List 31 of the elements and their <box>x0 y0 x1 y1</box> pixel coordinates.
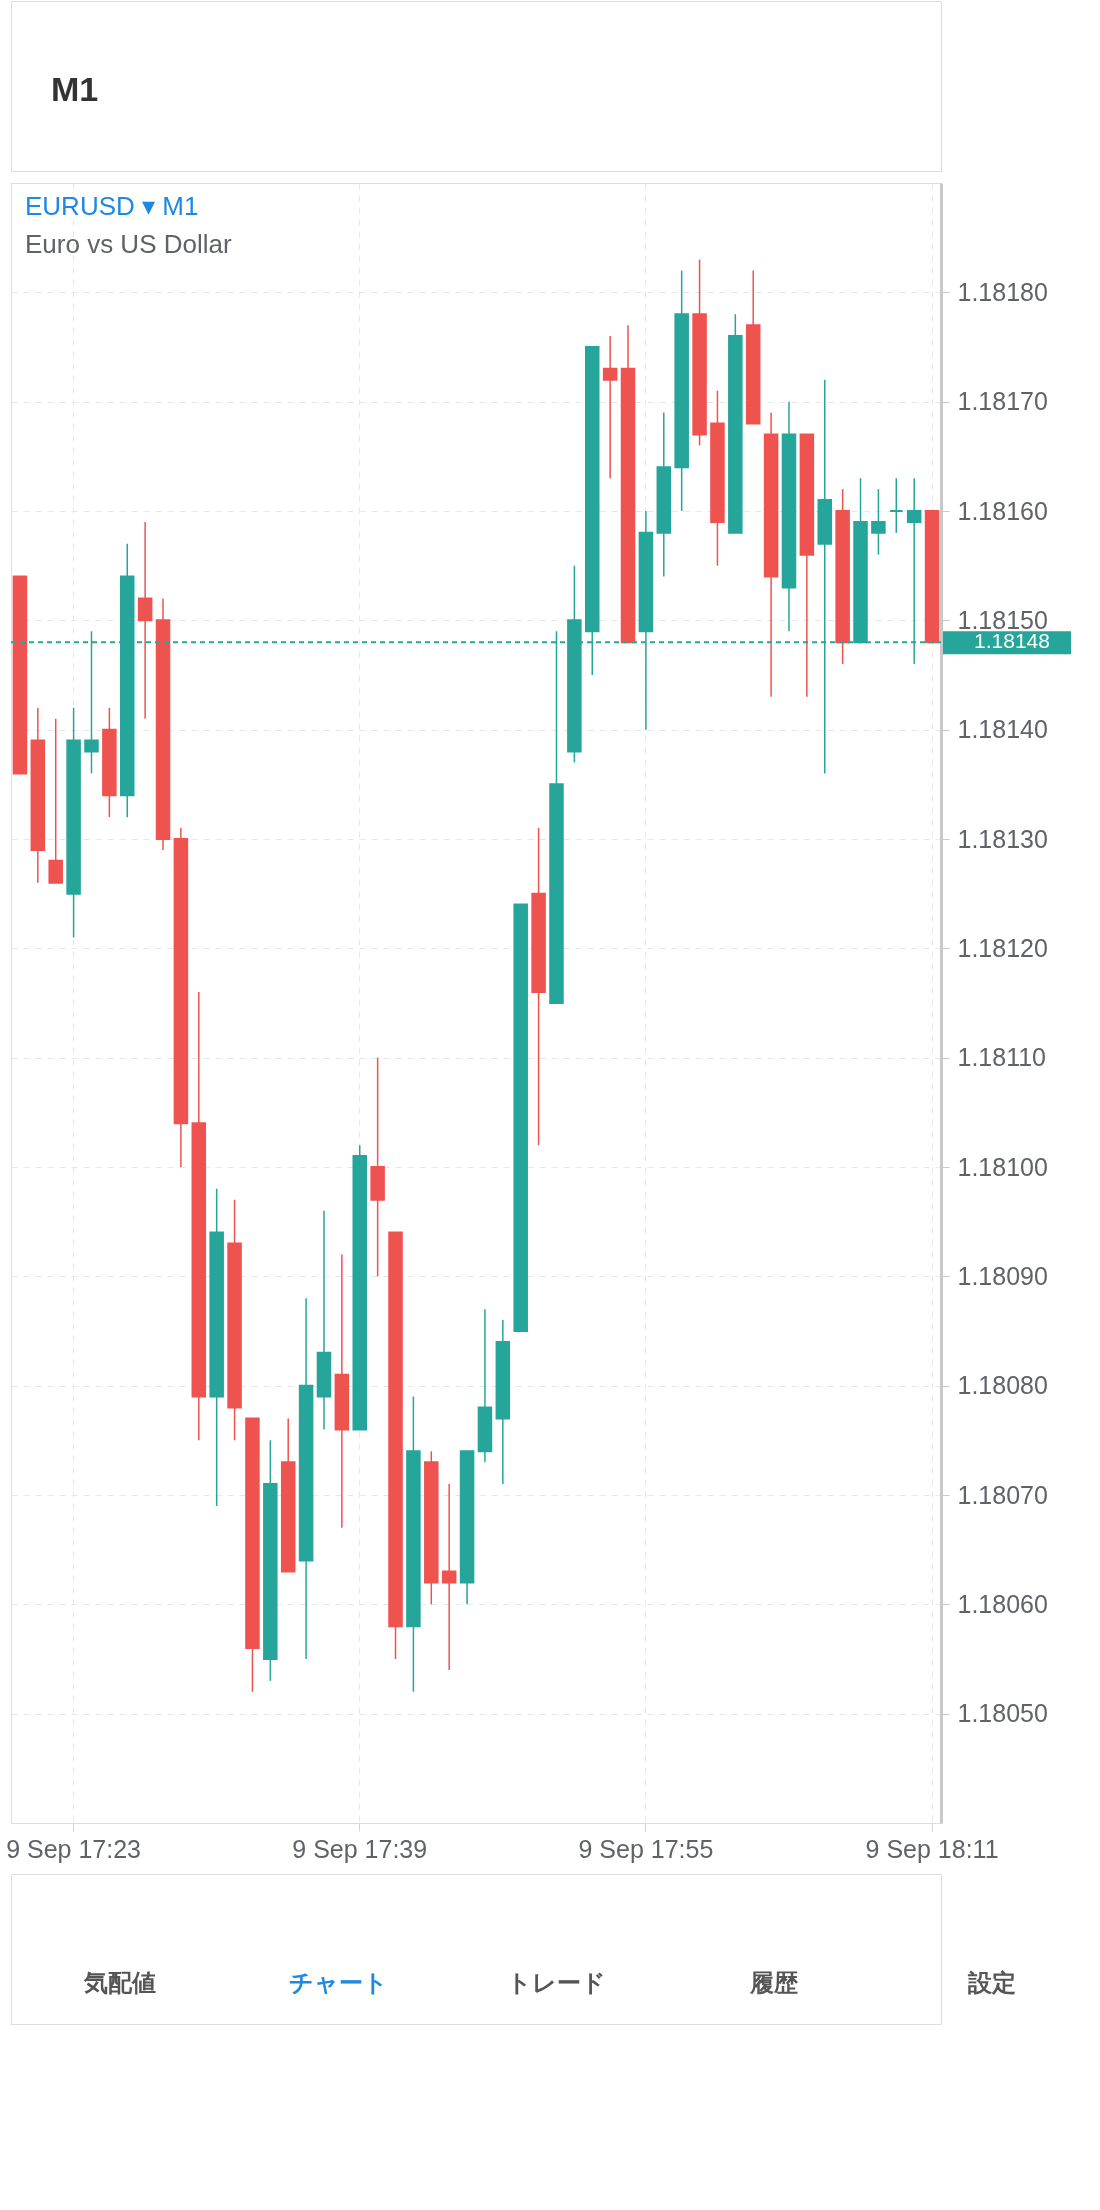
text: トレード <box>506 1969 606 1997</box>
candlestick <box>889 477 904 534</box>
y-tick-label: 1.18120 <box>957 933 1048 962</box>
y-tick-label: 1.18100 <box>957 1152 1048 1181</box>
y-tick-label: 1.18090 <box>957 1261 1048 1290</box>
text: 履歴 <box>749 1969 798 1997</box>
x-tick-label: 9 Sep 17:23 <box>6 1834 142 1863</box>
text: Euro vs US Dollar <box>25 229 232 259</box>
y-tick-label: 1.18160 <box>957 496 1048 525</box>
x-tick-label: 9 Sep 18:11 <box>865 1834 999 1863</box>
y-tick-label: 1.18050 <box>957 1699 1048 1728</box>
y-tick-label: 1.18110 <box>957 1043 1047 1072</box>
y-tick-label: 1.18130 <box>957 824 1048 853</box>
chart-title: EURUSD ▾ M1 <box>25 191 199 221</box>
x-tick-label: 9 Sep 17:55 <box>578 1834 714 1863</box>
candlestick <box>871 488 886 556</box>
y-tick-label: 1.18140 <box>957 715 1048 744</box>
y-tick-label: 1.18060 <box>957 1589 1048 1618</box>
y-tick-label: 1.18170 <box>957 387 1048 416</box>
text: チャート <box>288 1969 388 1997</box>
x-tick-label: 9 Sep 17:39 <box>292 1834 428 1863</box>
y-tick-label: 1.18080 <box>957 1371 1048 1400</box>
candlestick <box>48 717 63 884</box>
candlestick <box>441 1483 457 1671</box>
text: 設定 <box>967 1969 1016 1997</box>
candlestick <box>602 335 618 479</box>
y-tick-label: 1.18070 <box>957 1480 1048 1509</box>
y-tick-label: 1.18180 <box>957 277 1048 306</box>
candlestick <box>137 521 153 720</box>
text: M1 <box>51 70 99 108</box>
text: 気配値 <box>83 1969 156 1997</box>
